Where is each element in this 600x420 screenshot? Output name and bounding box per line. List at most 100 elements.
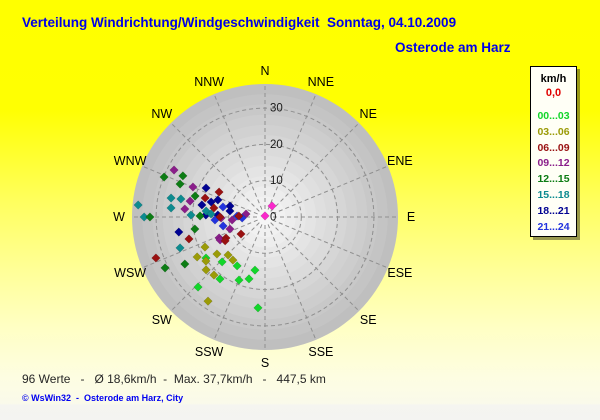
- wind-data-point: [195, 211, 205, 221]
- page-title: Verteilung Windrichtung/Windgeschwindigk…: [22, 15, 457, 30]
- wind-data-point: [184, 234, 194, 244]
- direction-label-ssw: SSW: [195, 345, 224, 359]
- wind-data-point: [218, 202, 228, 212]
- wind-data-point: [180, 204, 190, 214]
- wind-data-point: [203, 296, 213, 306]
- legend-entry: 15...18: [537, 188, 570, 201]
- direction-label-nne: NNE: [308, 75, 334, 89]
- direction-label-wsw: WSW: [114, 266, 146, 280]
- radial-tick-label: 0: [270, 212, 276, 224]
- wind-data-point: [234, 275, 244, 285]
- radial-tick-label: 10: [270, 175, 283, 187]
- direction-label-ene: ENE: [387, 154, 413, 168]
- station-name: Osterode am Harz: [395, 40, 511, 55]
- wind-data-point: [200, 193, 210, 203]
- wind-data-point: [206, 209, 216, 219]
- wind-data-point: [253, 303, 263, 313]
- grid-ring: [155, 107, 375, 327]
- wind-data-point: [186, 210, 196, 220]
- direction-label-n: N: [260, 64, 269, 78]
- direction-label-e: E: [407, 210, 415, 224]
- legend-current-value: 0,0: [545, 87, 562, 99]
- wind-data-point: [209, 270, 219, 280]
- wind-data-point: [193, 282, 203, 292]
- wind-data-point: [185, 196, 195, 206]
- wind-data-point: [169, 165, 179, 175]
- wind-data-point: [190, 191, 200, 201]
- wind-data-point: [214, 187, 224, 197]
- direction-label-s: S: [261, 356, 269, 370]
- direction-label-w: W: [113, 210, 125, 224]
- legend-title: km/h: [540, 73, 567, 85]
- legend-entry: 09...12: [537, 157, 570, 170]
- wind-data-point: [201, 256, 211, 266]
- wind-data-point: [192, 252, 202, 262]
- wind-data-point: [206, 197, 216, 207]
- wind-data-point: [228, 255, 238, 265]
- wind-data-point: [236, 229, 246, 239]
- wind-data-point: [145, 212, 155, 222]
- wind-data-point: [213, 195, 223, 205]
- wind-data-point: [159, 172, 169, 182]
- wind-data-point: [215, 212, 225, 222]
- wind-data-point: [223, 250, 233, 260]
- wind-data-point: [234, 211, 244, 221]
- radial-tick-label: 20: [270, 139, 283, 151]
- wind-data-point: [225, 206, 235, 216]
- wind-data-point: [160, 263, 170, 273]
- wind-data-point: [232, 261, 242, 271]
- legend-entry: 18...21: [537, 204, 570, 217]
- wind-data-point: [166, 193, 176, 203]
- wind-data-point: [260, 211, 270, 221]
- direction-label-sse: SSE: [308, 345, 333, 359]
- wind-data-point: [175, 179, 185, 189]
- wind-data-point: [209, 203, 219, 213]
- wind-data-point: [200, 242, 210, 252]
- direction-label-ne: NE: [360, 107, 377, 121]
- summary-stats: 96 Werte - Ø 18,6km/h - Max. 37,7km/h - …: [22, 372, 326, 386]
- direction-label-nw: NW: [151, 107, 172, 121]
- legend-entries: 00...03 03...06 06...09 09...12 12...15 15...…: [531, 109, 576, 235]
- wind-data-point: [190, 224, 200, 234]
- legend-entry: 06...09: [537, 141, 570, 154]
- wind-data-point: [139, 212, 149, 222]
- wind-data-point: [215, 274, 225, 284]
- wind-data-point: [267, 201, 277, 211]
- legend-entry: 12...15: [537, 173, 570, 186]
- legend-entry: 03...06: [537, 125, 570, 138]
- grid-ring: [228, 180, 302, 254]
- copyright-line: © WsWin32 - Osterode am Harz, City: [22, 393, 184, 403]
- legend-entry: 00...03: [537, 110, 570, 122]
- wind-data-point: [201, 265, 211, 275]
- wind-data-point: [244, 274, 254, 284]
- wind-data-point: [220, 236, 230, 246]
- legend-box: km/h 0,0 00...03 03...06 06...09 09...12 12.…: [530, 66, 577, 237]
- wind-data-point: [225, 224, 235, 234]
- direction-label-wnw: WNW: [114, 154, 147, 168]
- wind-data-point: [201, 206, 211, 216]
- wind-data-point: [166, 203, 176, 213]
- wind-data-point: [212, 249, 222, 259]
- wind-data-point: [250, 265, 260, 275]
- direction-label-nnw: NNW: [194, 75, 224, 89]
- wind-data-point: [175, 243, 185, 253]
- wind-data-point: [188, 182, 198, 192]
- wind-data-point: [217, 257, 227, 267]
- direction-label-se: SE: [360, 313, 377, 327]
- wind-data-point: [176, 194, 186, 204]
- wind-data-point: [201, 183, 211, 193]
- wind-data-point: [178, 171, 188, 181]
- radial-tick-label: 30: [270, 103, 283, 115]
- wind-data-point: [218, 221, 228, 231]
- wind-data-point: [197, 200, 207, 210]
- direction-label-sw: SW: [152, 313, 172, 327]
- wind-data-point: [133, 200, 143, 210]
- wind-data-point: [227, 215, 237, 225]
- wind-data-point: [174, 227, 184, 237]
- direction-label-ese: ESE: [387, 266, 412, 280]
- legend-entry: 21...24: [537, 220, 570, 233]
- wind-data-point: [180, 259, 190, 269]
- wind-data-point: [151, 253, 161, 263]
